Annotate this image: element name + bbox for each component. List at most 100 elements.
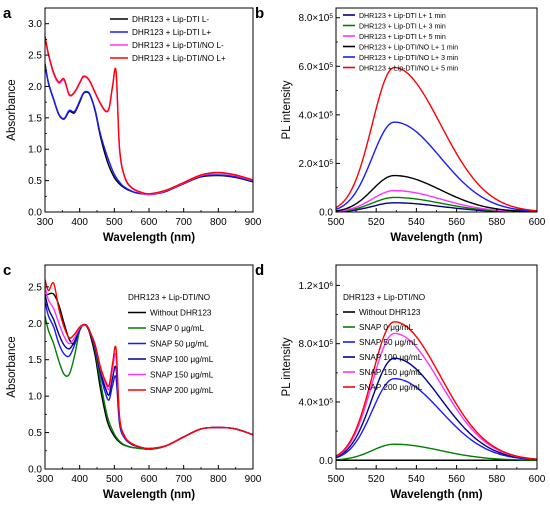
legend-entry: DHR123 + Lip-DTI L+ <box>132 28 211 37</box>
y-tick-label: 0.0 <box>28 465 42 476</box>
legend-entry: DHR123 + Lip-DTI L+ 5 min <box>359 34 446 41</box>
y-tick-label: 2.5 <box>28 51 42 62</box>
panel-c: 300 400 500 600 700 800 900 0.0 0.5 1.0 1.5 2.0 2.5 W… <box>6 264 262 501</box>
y-tick-label: 8.0×105 <box>299 339 334 351</box>
legend-entry: SNAP 200 μg/mL <box>359 383 423 392</box>
y-tick-label: 2.0×105 <box>299 158 334 170</box>
x-tick-label: 700 <box>175 217 192 228</box>
series-line <box>45 279 253 450</box>
y-tick-label: 1.5 <box>28 113 42 124</box>
legend-entry: Without DHR123 <box>150 309 212 318</box>
y-tick-label: 0.0 <box>28 208 42 219</box>
x-tick-label: 900 <box>245 217 262 228</box>
x-axis-label: Wavelength (nm) <box>103 489 195 501</box>
y-tick-label: 3.0 <box>28 19 42 30</box>
legend: DHR123 + Lip-DTI/NO Without DHR123 SNAP 0 … <box>343 293 425 392</box>
x-tick-label: 600 <box>529 217 546 228</box>
legend-entry: SNAP 200 μg/mL <box>150 386 214 395</box>
legend-entry: Without DHR123 <box>359 308 421 317</box>
legend: DHR123 + Lip-DTI L+ 1 min DHR123 + Lip-DT… <box>343 13 458 73</box>
series-group <box>336 321 537 461</box>
y-tick-label: 2.0 <box>28 319 42 330</box>
panel-d: 500 520 540 560 580 600 0.0 4.0×105 8.0×105 1.2×1… <box>281 264 546 501</box>
legend-entry: DHR123 + Lip-DTI L+ 3 min <box>359 24 446 31</box>
y-tick-label: 4.0×105 <box>299 397 334 409</box>
y-tick-label: 1.0 <box>28 145 42 156</box>
series-line <box>336 443 537 461</box>
x-tick-label: 580 <box>488 217 505 228</box>
series-line <box>45 292 253 451</box>
x-tick-label: 500 <box>106 217 123 228</box>
series-line <box>45 36 253 195</box>
y-tick-label: 2.5 <box>28 282 42 293</box>
legend-entry: SNAP 0 μg/mL <box>359 323 414 332</box>
x-tick-label: 900 <box>245 474 262 485</box>
legend-entry: DHR123 + Lip-DTI L- <box>132 15 209 24</box>
series-line <box>336 66 537 212</box>
legend-entry: DHR123 + Lip-DTI/NO L+ 1 min <box>359 45 458 52</box>
x-tick-label: 600 <box>141 474 158 485</box>
x-tick-label: 540 <box>408 474 425 485</box>
y-axis-label: PL intensity <box>281 80 293 139</box>
panel-a: 300 400 500 600 700 800 900 0.0 0.5 1.0 1.5 2.0 2.5 3… <box>6 7 262 244</box>
x-tick-label: 800 <box>210 217 227 228</box>
x-axis-label: Wavelength (nm) <box>390 489 482 501</box>
x-tick-label: 300 <box>37 217 54 228</box>
panel-letter-c: c <box>3 262 11 279</box>
x-tick-label: 800 <box>210 474 227 485</box>
legend-entry: SNAP 100 μg/mL <box>359 353 423 362</box>
panel-letter-d: d <box>255 262 264 279</box>
legend-entry: SNAP 50 μg/mL <box>150 340 209 349</box>
series-line <box>336 321 537 460</box>
y-tick-label: 0.0 <box>319 456 333 467</box>
x-tick-label: 600 <box>141 217 158 228</box>
legend-entry: DHR123 + Lip-DTI/NO L+ 5 min <box>359 66 458 73</box>
legend-entry: DHR123 + Lip-DTI/NO L+ <box>132 54 226 63</box>
legend-entry: SNAP 0 μg/mL <box>150 324 205 333</box>
x-tick-label: 520 <box>368 217 385 228</box>
y-axis-label: Absorbance <box>6 336 18 397</box>
legend-entry: DHR123 + Lip-DTI/NO L- <box>132 41 224 50</box>
x-tick-label: 540 <box>408 217 425 228</box>
x-tick-label: 520 <box>368 474 385 485</box>
x-tick-label: 500 <box>328 474 345 485</box>
legend-entry: SNAP 50 μg/mL <box>359 338 418 347</box>
y-tick-label: 0.5 <box>28 428 42 439</box>
x-tick-label: 600 <box>529 474 546 485</box>
series-line <box>45 301 253 450</box>
y-tick-label: 2.0 <box>28 82 42 93</box>
y-tick-label: 1.2×106 <box>299 280 334 292</box>
legend-entry: DHR123 + Lip-DTI/NO L+ 3 min <box>359 55 458 62</box>
x-tick-label: 500 <box>106 474 123 485</box>
y-tick-label: 4.0×105 <box>299 110 334 122</box>
y-tick-label: 0.0 <box>319 208 333 219</box>
y-tick-label: 1.5 <box>28 355 42 366</box>
x-tick-label: 560 <box>448 474 465 485</box>
x-tick-label: 560 <box>448 217 465 228</box>
series-line <box>336 121 537 212</box>
series-group <box>45 279 253 451</box>
y-tick-label: 0.5 <box>28 176 42 187</box>
y-tick-label: 1.0 <box>28 392 42 403</box>
x-axis-label: Wavelength (nm) <box>390 232 482 244</box>
panel-letter-b: b <box>255 5 264 22</box>
series-line <box>336 189 537 212</box>
legend-entry: SNAP 150 μg/mL <box>359 368 423 377</box>
legend-entry: DHR123 + Lip-DTI L+ 1 min <box>359 13 446 20</box>
legend: DHR123 + Lip-DTI L- DHR123 + Lip-DTI L+ DH… <box>110 15 226 63</box>
y-axis-label: PL intensity <box>281 337 293 396</box>
legend-title: DHR123 + Lip-DTI/NO <box>128 293 210 302</box>
y-tick-label: 8.0×105 <box>299 13 334 25</box>
series-line <box>336 174 537 212</box>
legend-title: DHR123 + Lip-DTI/NO <box>343 293 425 302</box>
panel-letter-a: a <box>3 5 12 22</box>
series-line <box>336 377 537 461</box>
series-line <box>336 357 537 461</box>
series-line <box>45 286 253 450</box>
legend: DHR123 + Lip-DTI/NO Without DHR123 SNAP 0 … <box>128 293 214 395</box>
series-line <box>45 63 253 196</box>
x-axis-label: Wavelength (nm) <box>103 232 195 244</box>
series-group <box>336 66 537 212</box>
legend-entry: SNAP 150 μg/mL <box>150 371 214 380</box>
